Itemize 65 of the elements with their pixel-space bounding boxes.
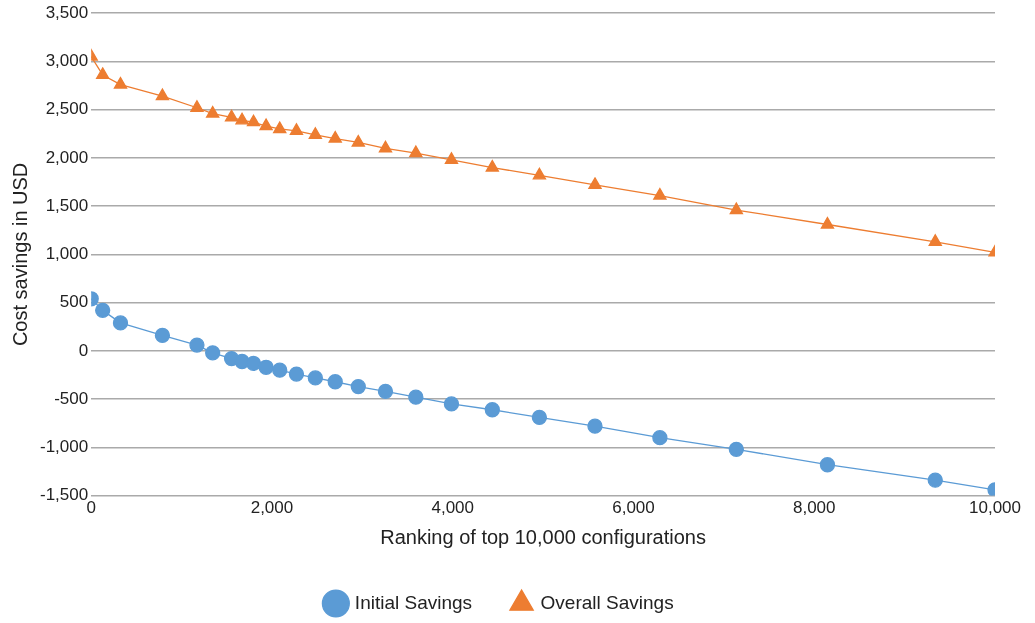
point <box>928 234 942 247</box>
y-tick-label: 3,500 <box>45 2 89 22</box>
point <box>154 327 171 344</box>
point <box>652 430 668 446</box>
point <box>190 100 204 112</box>
point <box>408 389 424 405</box>
y-tick-label: 3,000 <box>45 51 89 71</box>
y-tick-label: 2,000 <box>45 147 89 167</box>
point <box>289 123 304 136</box>
point <box>259 118 273 131</box>
point <box>409 145 423 158</box>
point <box>95 67 110 80</box>
point <box>531 409 548 426</box>
point <box>288 366 305 382</box>
x-axis-title: Ranking of top 10,000 configurations <box>380 525 706 548</box>
point <box>272 362 288 378</box>
x-tick-label: 6,000 <box>612 498 655 518</box>
point <box>377 383 394 400</box>
y-tick-label: 0 <box>78 340 89 360</box>
point <box>328 130 342 143</box>
y-tick-label: -1,000 <box>40 437 89 457</box>
point <box>350 378 366 395</box>
point <box>484 402 500 418</box>
point <box>205 345 221 361</box>
point <box>205 105 220 118</box>
y-axis-title: Cost savings in USD <box>8 162 31 347</box>
y-tick-label: 1,500 <box>45 195 89 215</box>
point <box>532 167 547 180</box>
y-tick-label: -500 <box>54 388 89 408</box>
point <box>246 114 261 127</box>
point <box>653 187 667 200</box>
point <box>327 374 343 390</box>
x-tick-label: 10,000 <box>969 498 1021 518</box>
point <box>729 202 744 215</box>
point <box>587 418 603 434</box>
y-tick-label: 1,000 <box>45 244 89 264</box>
point <box>820 216 835 229</box>
point <box>113 76 128 89</box>
point <box>235 112 249 125</box>
point <box>224 109 239 122</box>
point <box>588 177 602 190</box>
point <box>927 472 943 488</box>
x-tick-label: 4,000 <box>431 498 474 518</box>
point <box>444 152 459 164</box>
point <box>155 88 170 101</box>
point <box>245 355 262 372</box>
point <box>112 315 129 331</box>
y-tick-label: 2,500 <box>45 99 89 119</box>
point <box>485 159 500 172</box>
point <box>819 457 836 473</box>
point <box>307 370 323 386</box>
point <box>443 396 460 412</box>
y-tick-label: 500 <box>59 292 89 312</box>
legend-label: Initial Savings <box>354 591 473 613</box>
point <box>258 359 274 375</box>
legend-label: Overall Savings <box>540 591 674 613</box>
point <box>378 140 393 153</box>
x-tick-label: 2,000 <box>250 498 294 518</box>
point <box>728 441 744 457</box>
point <box>95 302 111 319</box>
point <box>273 121 287 134</box>
point <box>189 337 205 353</box>
x-tick-label: 8,000 <box>792 498 836 518</box>
point <box>351 134 365 147</box>
point <box>308 127 323 139</box>
